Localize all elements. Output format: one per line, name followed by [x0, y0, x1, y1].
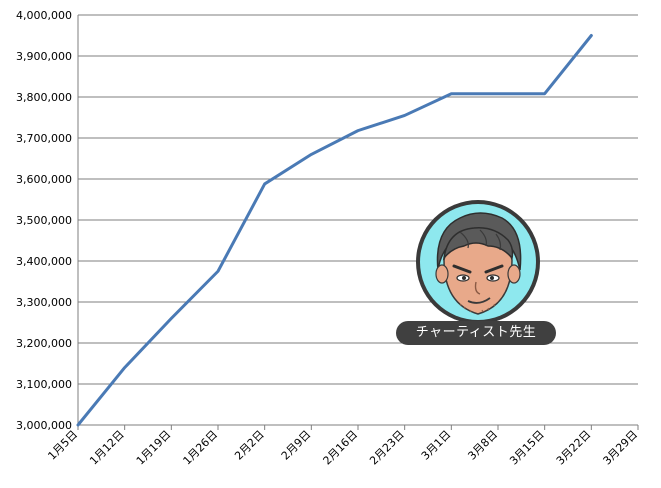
x-tick-label: 1月19日 [134, 428, 174, 468]
x-tick-label: 3月22日 [554, 428, 594, 468]
x-tick-label: 2月9日 [279, 428, 314, 463]
teacher-avatar-icon [416, 200, 540, 324]
x-tick-label: 2月16日 [321, 428, 361, 468]
avatar-name-label: チャーティスト先生 [396, 321, 556, 345]
x-tick-label: 3月8日 [465, 428, 500, 463]
gridlines [77, 14, 638, 426]
y-tick-label: 3,000,000 [16, 419, 72, 432]
series-layer [76, 34, 593, 427]
y-tick-label: 3,700,000 [16, 132, 72, 145]
teacher-avatar [390, 200, 565, 350]
y-tick-label: 3,100,000 [16, 378, 72, 391]
y-axis-ticks: 3,000,000 3,100,000 3,200,000 3,300,000 3,40… [16, 9, 72, 432]
x-tick-label: 3月1日 [419, 428, 454, 463]
x-tick-label: 1月26日 [181, 428, 221, 468]
y-tick-label: 3,300,000 [16, 296, 72, 309]
y-tick-label: 4,000,000 [16, 9, 72, 22]
y-tick-label: 3,900,000 [16, 50, 72, 63]
x-tick-label: 2月23日 [367, 428, 407, 468]
x-tick-label: 1月5日 [45, 428, 80, 463]
x-tick-label: 3月29日 [601, 428, 641, 468]
y-tick-label: 3,500,000 [16, 214, 72, 227]
y-tick-label: 3,800,000 [16, 91, 72, 104]
x-tick-label: 3月15日 [507, 428, 547, 468]
x-tick-label: 1月12日 [87, 428, 127, 468]
y-tick-label: 3,600,000 [16, 173, 72, 186]
y-tick-label: 3,200,000 [16, 337, 72, 350]
series-line [76, 34, 593, 427]
x-axis-ticks: 1月5日 1月12日 1月19日 1月26日 2月2日 2月9日 2月16日 2月23日 3月1… [45, 425, 640, 468]
x-tick-label: 2月2日 [232, 428, 267, 463]
y-tick-label: 3,400,000 [16, 255, 72, 268]
